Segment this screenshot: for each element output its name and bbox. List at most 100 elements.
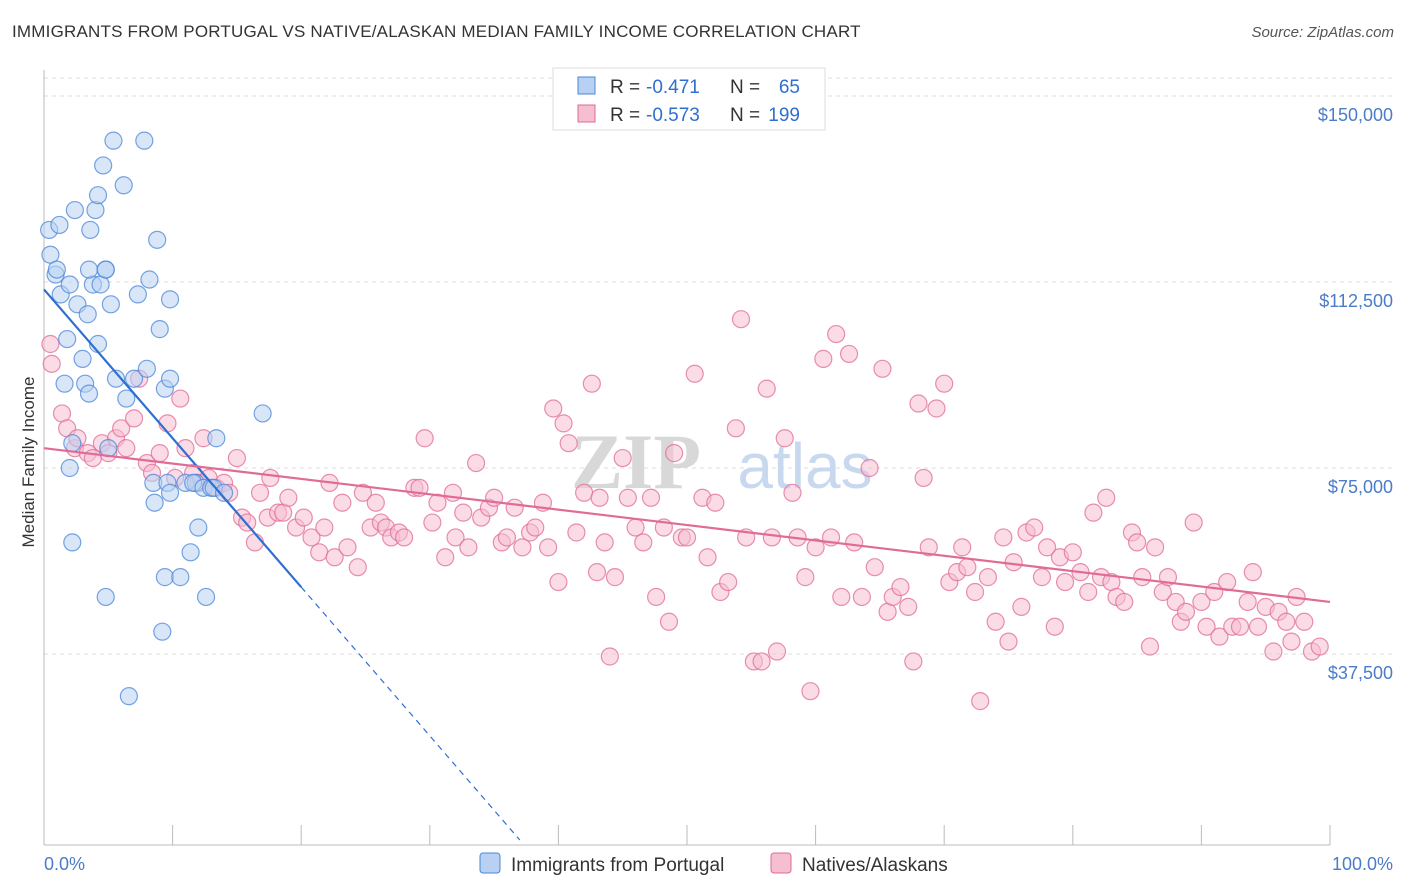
legend-portugal-label: Immigrants from Portugal [511,855,724,876]
portugal-point [79,384,99,403]
series-legend: Immigrants from Portugal Natives/Alaskan… [479,852,948,876]
legend-blue-swatch [577,76,596,95]
natives-point [659,612,679,631]
natives-point [513,538,532,557]
portugal-point [153,622,172,641]
portugal-point [155,568,174,587]
natives-point [446,528,465,547]
natives-point [1197,617,1216,636]
natives-point [150,444,169,463]
natives-point [1063,543,1082,562]
y-tick-label: $112,500 [1319,291,1393,311]
natives-point [539,538,558,557]
natives-point [1140,637,1160,656]
natives-point [526,518,545,537]
legend-natives-swatch [770,852,792,874]
natives-point [394,528,414,547]
portugal-point [63,434,82,453]
natives-point [605,568,625,587]
grid-lines [44,77,1393,655]
portugal-point [214,483,234,502]
natives-point [1115,592,1134,612]
natives-point [1032,568,1052,587]
natives-point [42,354,61,373]
natives-point [986,612,1005,631]
correlation-legend: R = -0.471 N = 65 R = -0.573 N = 199 [552,67,826,131]
natives-point [325,548,344,567]
natives-point [726,419,745,438]
legend-blue-r-value: -0.471 [646,77,700,98]
portugal-point [196,587,216,607]
natives-point [1230,617,1250,636]
natives-point [757,379,776,398]
natives-point [719,572,738,592]
x-tick-label-min: 0.0% [44,854,85,874]
trend-lines [43,288,1331,841]
natives-point [904,652,923,671]
watermark: ZIP atlas [571,418,873,505]
natives-point [827,324,846,344]
portugal-point [50,215,69,235]
portugal-point [171,568,190,587]
natives-point [752,652,771,671]
natives-point [423,513,442,532]
natives-point [1127,533,1147,552]
portugal-point [160,483,180,502]
natives-point [999,632,1018,651]
y-tick-label: $75,000 [1328,477,1393,497]
portugal-point [65,200,84,220]
legend-blue-n-value: 65 [779,77,800,98]
natives-point [626,518,645,537]
natives-point [919,538,938,557]
legend-box [552,67,826,131]
natives-point [775,429,794,448]
natives-point [497,528,517,547]
natives-point [1192,592,1211,612]
legend-blue-r-label: R = [610,77,640,98]
portugal-point [207,429,226,448]
natives-point [250,483,270,502]
natives-point [935,374,954,393]
natives-point [261,468,280,488]
natives-point [348,558,367,577]
portugal-point [60,458,79,478]
natives-point [1176,602,1196,621]
natives-point [1310,637,1329,656]
portugal-points [40,131,272,706]
natives-point [176,439,195,458]
watermark-atlas: atlas [737,430,872,502]
portugal-point [96,587,115,607]
legend-portugal-swatch [479,852,501,874]
portugal-point [55,374,74,393]
natives-point [618,488,637,507]
natives-point [590,488,609,507]
natives-point [41,334,60,354]
natives-point [333,493,352,512]
portugal-point [101,295,120,314]
natives-point [1210,627,1229,646]
portugal-point [94,156,113,175]
natives-point [832,587,851,607]
portugal-point [160,290,180,309]
natives-point [845,533,864,552]
portugal-point [150,320,169,339]
legend-natives-label: Natives/Alaskans [802,855,948,876]
natives-point [891,577,910,597]
natives-point [117,439,136,458]
portugal-point [78,305,97,324]
natives-point [865,558,884,577]
natives-point [677,528,697,547]
natives-point [600,647,619,666]
natives-point [245,533,265,552]
portugal-point [135,131,154,150]
natives-point [806,538,825,557]
natives-point [544,399,563,418]
legend-pink-swatch [577,104,596,123]
portugal-point [81,220,100,240]
natives-point [1238,592,1257,612]
natives-point [436,548,455,567]
natives-point [353,483,373,502]
natives-point [1277,612,1296,631]
natives-point [1045,617,1064,636]
portugal-point [106,369,126,388]
